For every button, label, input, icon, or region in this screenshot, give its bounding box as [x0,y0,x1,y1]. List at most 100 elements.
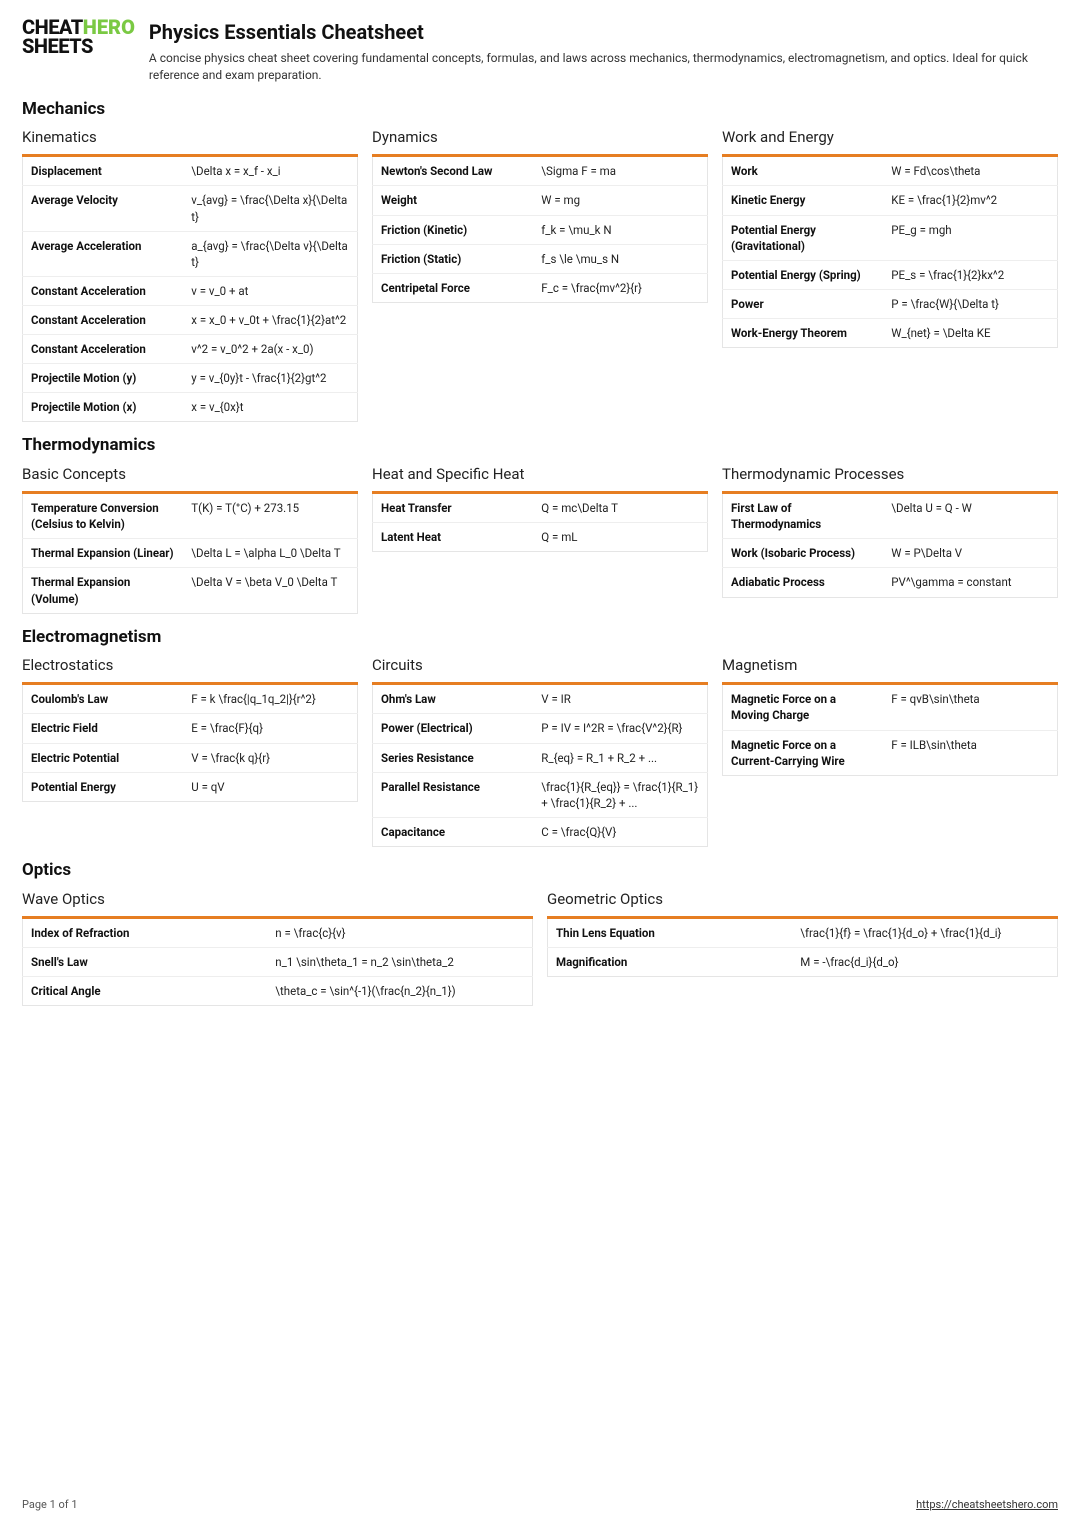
formula-value: x = x_0 + v_0t + \frac{1}{2}at^2 [183,305,357,334]
formula-name: Heat Transfer [373,493,534,523]
formula-name: Projectile Motion (x) [23,393,184,422]
formula-name: Magnetic Force on a Current-Carrying Wir… [723,730,884,775]
formula-table: Magnetic Force on a Moving ChargeF = qvB… [722,682,1058,775]
formula-name: Magnetic Force on a Moving Charge [723,684,884,730]
subsection-title: Heat and Specific Heat [372,464,708,485]
formula-value: F = k \frac{|q_1q_2|}{r^2} [183,684,357,714]
formula-value: \Delta V = \beta V_0 \Delta T [183,568,357,613]
formula-table: Newton's Second Law\Sigma F = maWeightW … [372,154,708,302]
formula-value: E = \frac{F}{q} [183,714,357,743]
formula-table: First Law of Thermodynamics\Delta U = Q … [722,491,1058,597]
formula-name: Constant Acceleration [23,335,184,364]
formula-name: Friction (Kinetic) [373,215,534,244]
formula-name: Work-Energy Theorem [723,318,884,347]
section-columns: Wave OpticsIndex of Refractionn = \frac{… [22,889,1058,1006]
formula-value: v^2 = v_0^2 + 2a(x - x_0) [183,335,357,364]
formula-value: P = IV = I^2R = \frac{V^2}{R} [533,714,707,743]
table-row: Constant Accelerationx = x_0 + v_0t + \f… [23,305,358,334]
formula-value: V = IR [533,684,707,714]
formula-name: Centripetal Force [373,273,534,302]
formula-value: n = \frac{c}{v} [267,917,532,947]
formula-name: Adiabatic Process [723,568,884,597]
title-block: Physics Essentials Cheatsheet A concise … [149,18,1029,84]
formula-value: PV^\gamma = constant [883,568,1057,597]
formula-name: Magnification [548,947,793,976]
formula-value: \theta_c = \sin^{-1}(\frac{n_2}{n_1}) [267,976,532,1005]
footer-link[interactable]: https://cheatsheetshero.com [916,1497,1058,1512]
table-row: Power (Electrical)P = IV = I^2R = \frac{… [373,714,708,743]
column: Work and EnergyWorkW = Fd\cos\thetaKinet… [722,127,1058,422]
section-title: Optics [22,859,1058,883]
table-row: Magnetic Force on a Current-Carrying Wir… [723,730,1058,775]
formula-table: Heat TransferQ = mc\Delta TLatent HeatQ … [372,491,708,552]
column: MagnetismMagnetic Force on a Moving Char… [722,655,1058,847]
column: Heat and Specific Heat Heat TransferQ = m… [372,464,708,613]
table-row: Work-Energy TheoremW_{net} = \Delta KE [723,318,1058,347]
section-title: Electromagnetism [22,626,1058,650]
formula-value: F = ILB\sin\theta [883,730,1057,775]
subsection-title: Kinematics [22,127,358,148]
formula-value: \Delta x = x_f - x_i [183,156,357,186]
table-row: Electric FieldE = \frac{F}{q} [23,714,358,743]
logo: CHEATHERO SHEETS [22,18,135,56]
subsection-title: Thermodynamic Processes [722,464,1058,485]
formula-value: v = v_0 + at [183,276,357,305]
column: Thermodynamic Processes First Law of Ther… [722,464,1058,613]
page-indicator: Page 1 of 1 [22,1497,78,1512]
formula-value: U = qV [183,772,357,801]
column: CircuitsOhm's LawV = IRPower (Electrical… [372,655,708,847]
table-row: Adiabatic ProcessPV^\gamma = constant [723,568,1058,597]
table-row: Series ResistanceR_{eq} = R_1 + R_2 + ..… [373,743,708,772]
table-row: Heat TransferQ = mc\Delta T [373,493,708,523]
formula-name: Constant Acceleration [23,276,184,305]
formula-table: WorkW = Fd\cos\thetaKinetic EnergyKE = \… [722,154,1058,348]
formula-name: Series Resistance [373,743,534,772]
table-row: Projectile Motion (x)x = v_{0x}t [23,393,358,422]
formula-name: Constant Acceleration [23,305,184,334]
table-row: Snell's Lawn_1 \sin\theta_1 = n_2 \sin\t… [23,947,533,976]
page-subtitle: A concise physics cheat sheet covering f… [149,50,1029,84]
formula-name: First Law of Thermodynamics [723,493,884,539]
table-row: Projectile Motion (y)y = v_{0y}t - \frac… [23,364,358,393]
table-row: Magnetic Force on a Moving ChargeF = qvB… [723,684,1058,730]
formula-value: x = v_{0x}t [183,393,357,422]
formula-table: Index of Refractionn = \frac{c}{v}Snell'… [22,916,533,1006]
formula-value: y = v_{0y}t - \frac{1}{2}gt^2 [183,364,357,393]
formula-name: Temperature Conversion (Celsius to Kelvi… [23,493,184,539]
formula-name: Thermal Expansion (Linear) [23,539,184,568]
header: CHEATHERO SHEETS Physics Essentials Chea… [22,18,1058,84]
table-row: Potential EnergyU = qV [23,772,358,801]
formula-value: f_s \le \mu_s N [533,244,707,273]
table-row: WeightW = mg [373,186,708,215]
formula-name: Weight [373,186,534,215]
formula-name: Ohm's Law [373,684,534,714]
table-row: Temperature Conversion (Celsius to Kelvi… [23,493,358,539]
section-columns: ElectrostaticsCoulomb's LawF = k \frac{|… [22,655,1058,847]
subsection-title: Basic Concepts [22,464,358,485]
column: Wave OpticsIndex of Refractionn = \frac{… [22,889,533,1006]
formula-table: Displacement\Delta x = x_f - x_iAverage … [22,154,358,422]
table-row: Thin Lens Equation\frac{1}{f} = \frac{1}… [548,917,1058,947]
logo-text-3: SHEETS [22,37,93,56]
formula-value: \Delta L = \alpha L_0 \Delta T [183,539,357,568]
formula-name: Power [723,289,884,318]
section-title: Mechanics [22,98,1058,122]
table-row: Critical Angle\theta_c = \sin^{-1}(\frac… [23,976,533,1005]
formula-name: Friction (Static) [373,244,534,273]
formula-name: Potential Energy (Spring) [723,260,884,289]
section-title: Thermodynamics [22,434,1058,458]
formula-value: KE = \frac{1}{2}mv^2 [883,186,1057,215]
formula-value: R_{eq} = R_1 + R_2 + ... [533,743,707,772]
formula-value: F_c = \frac{mv^2}{r} [533,273,707,302]
formula-value: PE_s = \frac{1}{2}kx^2 [883,260,1057,289]
subsection-title: Dynamics [372,127,708,148]
table-row: Work (Isobaric Process)W = P\Delta V [723,539,1058,568]
table-row: Thermal Expansion (Linear)\Delta L = \al… [23,539,358,568]
formula-table: Thin Lens Equation\frac{1}{f} = \frac{1}… [547,916,1058,977]
formula-name: Power (Electrical) [373,714,534,743]
formula-name: Coulomb's Law [23,684,184,714]
formula-value: \frac{1}{R_{eq}} = \frac{1}{R_1} + \frac… [533,772,707,817]
table-row: MagnificationM = -\frac{d_i}{d_o} [548,947,1058,976]
formula-value: W = P\Delta V [883,539,1057,568]
formula-value: F = qvB\sin\theta [883,684,1057,730]
